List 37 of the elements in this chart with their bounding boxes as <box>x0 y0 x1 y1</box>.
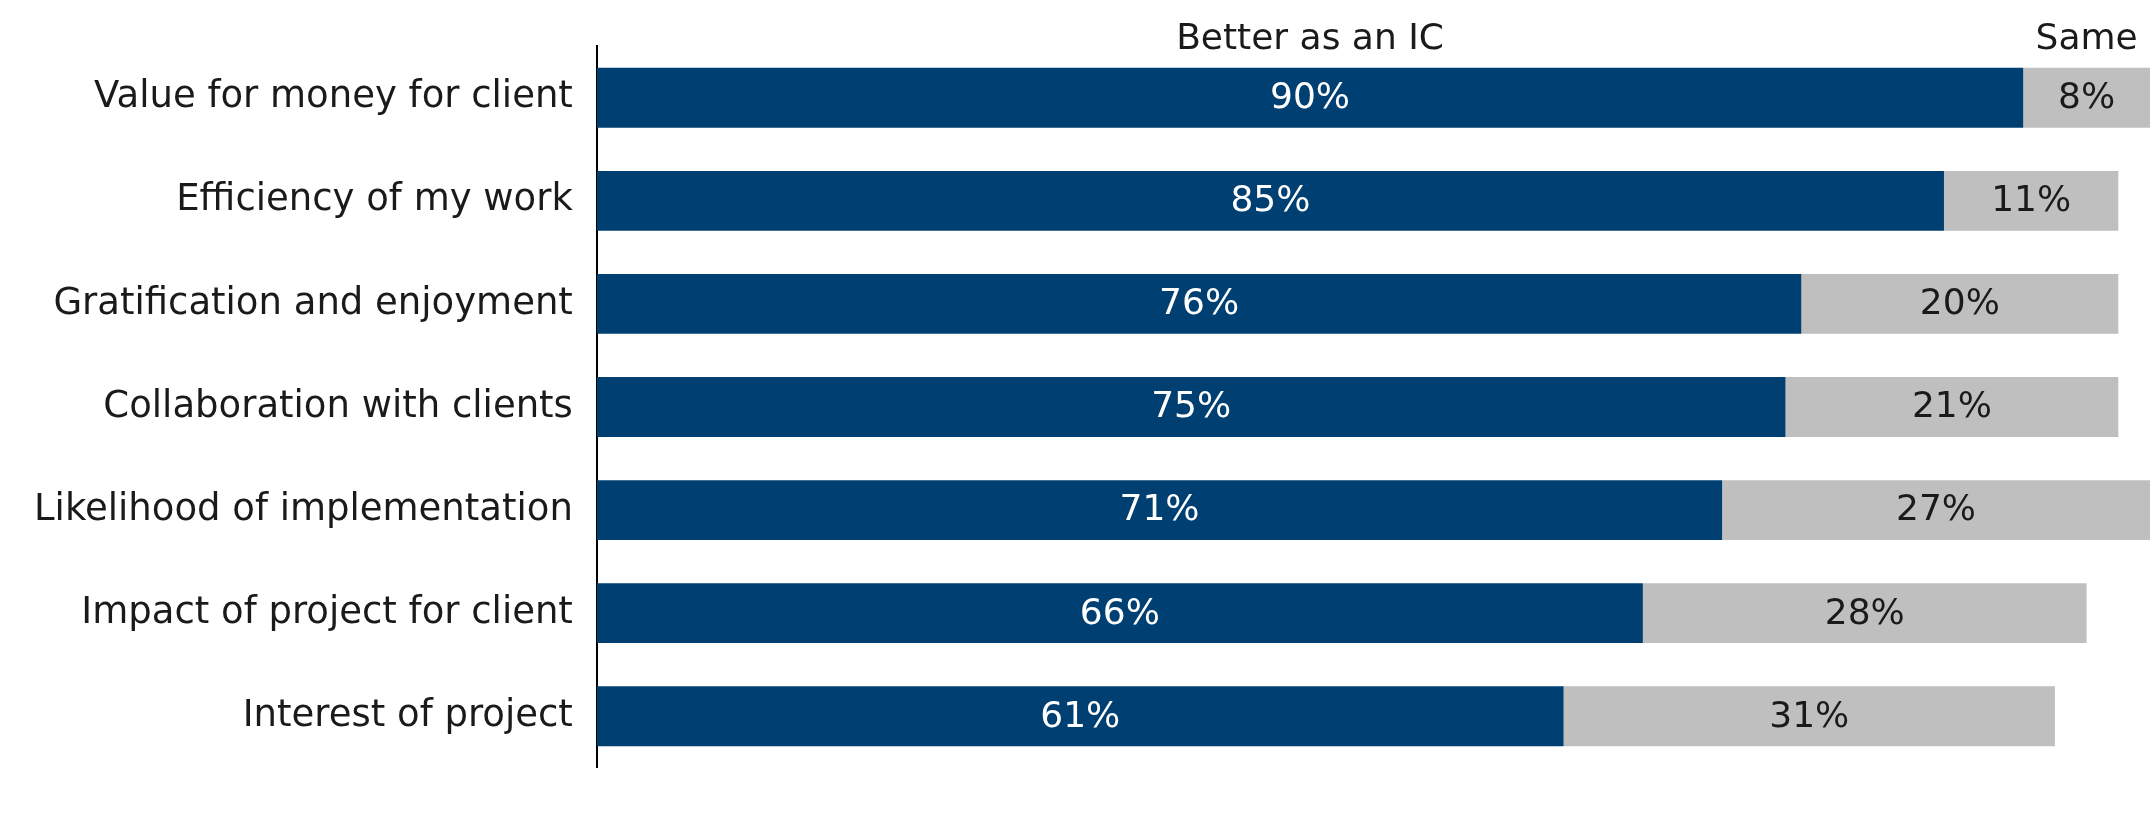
data-label: 61% <box>1040 693 1121 735</box>
data-label: 75% <box>1151 384 1232 426</box>
data-label: 71% <box>1119 487 1200 529</box>
data-label: 21% <box>1911 384 1992 426</box>
bar <box>1642 583 2087 644</box>
bar <box>1943 170 2119 231</box>
bar <box>596 480 1723 540</box>
data-label: 76% <box>1159 281 1240 323</box>
series-label: Same <box>2035 16 2138 58</box>
bar <box>1563 686 2055 747</box>
y-tick-label: Impact of project for client <box>81 588 573 632</box>
bar <box>596 170 1944 231</box>
y-tick-label: Likelihood of implementation <box>33 485 573 529</box>
bar <box>596 67 2024 128</box>
bar <box>596 274 1802 334</box>
bar <box>2023 67 2150 128</box>
data-label: 11% <box>1991 178 2072 220</box>
data-label: 90% <box>1270 75 1351 117</box>
bar <box>596 377 1786 437</box>
data-label: 31% <box>1769 693 1850 735</box>
data-label: 8% <box>2058 75 2116 117</box>
y-tick-label: Efficiency of my work <box>176 176 574 220</box>
y-tick-label: Interest of project <box>242 691 573 735</box>
bar <box>1801 274 2119 334</box>
y-tick-label: Value for money for client <box>94 73 573 117</box>
series-label: Better as an IC <box>1176 16 1444 58</box>
y-tick-label: Gratification and enjoyment <box>53 279 573 323</box>
data-label: 66% <box>1079 590 1160 632</box>
data-label: 85% <box>1230 178 1311 220</box>
data-label: 27% <box>1896 487 1977 529</box>
y-tick-label: Collaboration with clients <box>103 382 573 426</box>
bar <box>596 583 1643 644</box>
bar <box>1722 480 2150 540</box>
data-label: 20% <box>1919 281 2000 323</box>
bar <box>1785 377 2119 437</box>
bar <box>596 686 1564 747</box>
data-label: 28% <box>1824 590 1905 632</box>
